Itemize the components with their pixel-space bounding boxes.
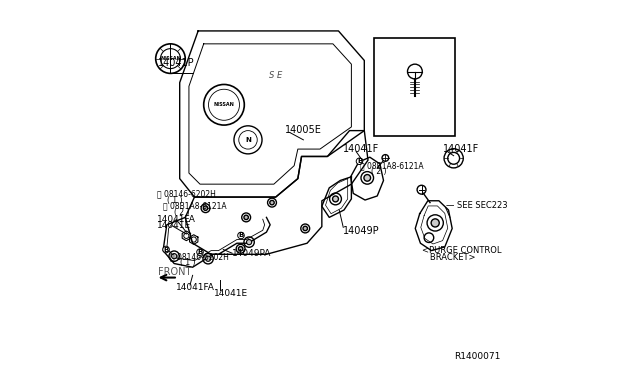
Text: 14041FA: 14041FA	[176, 283, 215, 292]
Text: 14041F: 14041F	[343, 144, 380, 154]
Text: N: N	[245, 137, 251, 143]
Text: 14041E: 14041E	[214, 289, 248, 298]
Text: — SEE SEC223: — SEE SEC223	[445, 201, 507, 210]
Text: 14005E: 14005E	[285, 125, 322, 135]
Text: B: B	[238, 232, 244, 238]
Text: R1400071: R1400071	[454, 352, 500, 361]
Circle shape	[172, 254, 177, 259]
Text: 14049PA: 14049PA	[232, 249, 271, 258]
Text: 14041E: 14041E	[157, 221, 191, 230]
Text: 14041P: 14041P	[158, 58, 195, 68]
Text: B: B	[357, 158, 362, 164]
Text: ( 2 ): ( 2 )	[371, 167, 387, 176]
Text: ( 2 ): ( 2 )	[174, 208, 189, 217]
Circle shape	[364, 174, 371, 181]
Text: FRONT: FRONT	[158, 267, 191, 277]
Bar	[374, 38, 455, 136]
Circle shape	[244, 215, 248, 219]
Text: Ⓑ 08B1A8-6121A: Ⓑ 08B1A8-6121A	[163, 202, 227, 211]
Text: Ⓑ 08146-6202H: Ⓑ 08146-6202H	[157, 190, 216, 199]
Text: < W/O COVER >: < W/O COVER >	[378, 42, 452, 51]
Text: NISSAN: NISSAN	[214, 102, 234, 107]
Circle shape	[246, 240, 252, 245]
Text: B: B	[197, 249, 203, 255]
Text: <PURGE CONTROL: <PURGE CONTROL	[422, 246, 501, 255]
Circle shape	[303, 226, 307, 231]
Text: ( 1 ): ( 1 )	[167, 196, 182, 205]
Circle shape	[431, 219, 439, 227]
Text: B: B	[163, 247, 169, 253]
Text: Ⓑ 08146-6202H: Ⓑ 08146-6202H	[170, 252, 229, 262]
Text: NISSAN: NISSAN	[160, 56, 181, 61]
Text: 14049P: 14049P	[343, 226, 380, 236]
Text: 14041FA: 14041FA	[157, 215, 196, 224]
Circle shape	[333, 196, 339, 202]
Text: BRACKET>: BRACKET>	[422, 253, 475, 263]
Circle shape	[205, 256, 211, 261]
Text: ( 1 ): ( 1 )	[180, 258, 196, 267]
Text: S E: S E	[269, 71, 282, 80]
Circle shape	[204, 206, 208, 211]
Circle shape	[270, 201, 274, 205]
Circle shape	[239, 247, 243, 251]
Text: 14041F: 14041F	[443, 144, 479, 154]
Text: Ⓑ 08B1A8-6121A: Ⓑ 08B1A8-6121A	[360, 161, 424, 170]
Text: 14017G: 14017G	[401, 109, 439, 119]
